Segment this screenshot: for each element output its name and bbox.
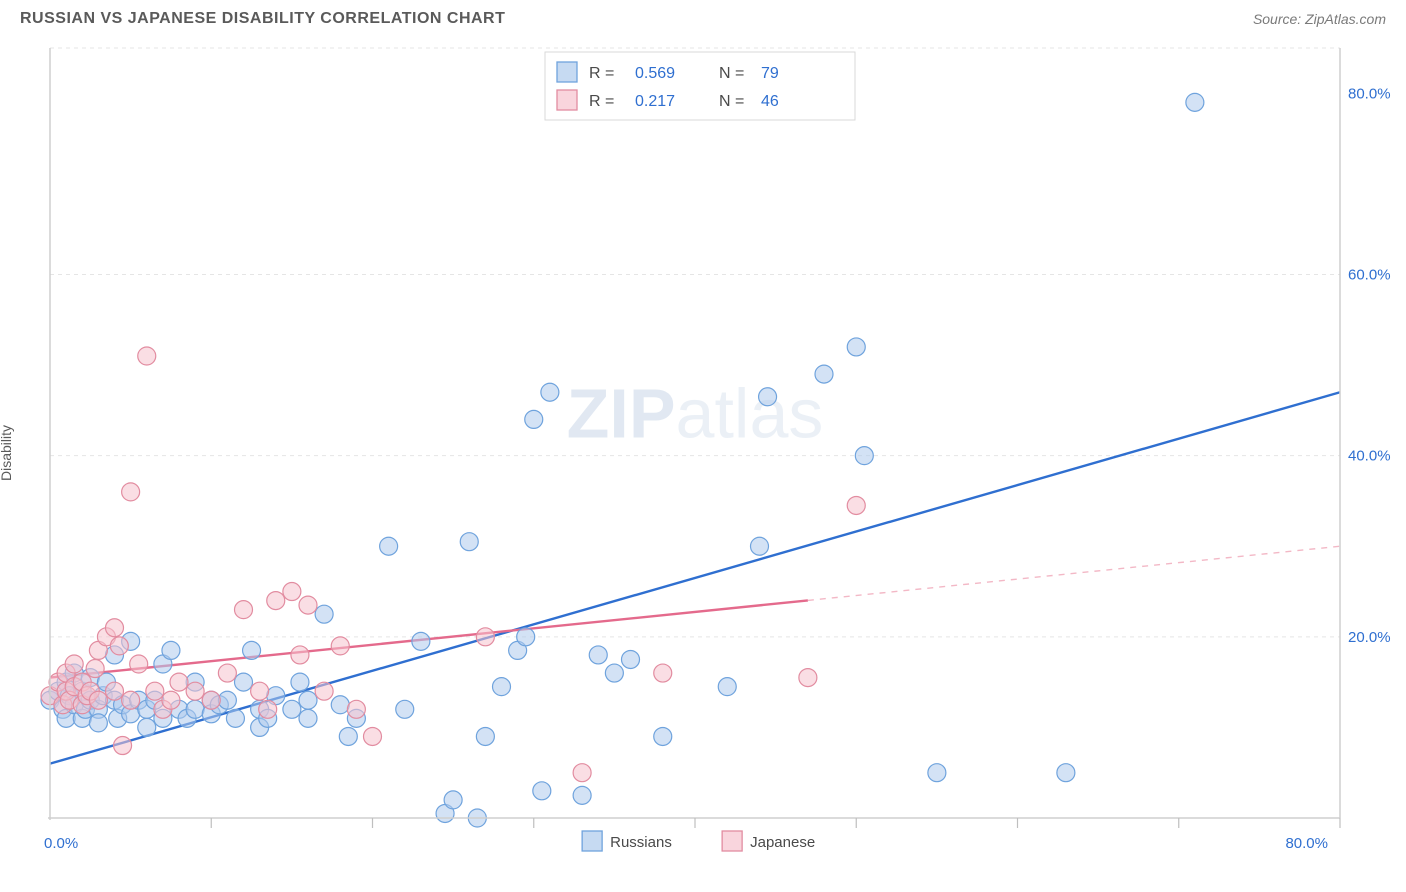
y-axis-label: Disability: [0, 425, 14, 481]
scatter-point-japanese: [654, 664, 672, 682]
scatter-point-russians: [315, 605, 333, 623]
x-end-label: 80.0%: [1285, 835, 1328, 852]
y-tick-label: 80.0%: [1348, 85, 1391, 102]
scatter-point-japanese: [283, 583, 301, 601]
scatter-point-russians: [493, 678, 511, 696]
scatter-point-japanese: [122, 483, 140, 501]
legend-r-value-russians: 0.569: [635, 65, 675, 82]
scatter-point-russians: [541, 383, 559, 401]
scatter-point-russians: [460, 533, 478, 551]
scatter-point-japanese: [476, 628, 494, 646]
scatter-point-japanese: [331, 637, 349, 655]
y-tick-label: 40.0%: [1348, 448, 1391, 465]
scatter-point-russians: [622, 650, 640, 668]
scatter-point-russians: [1186, 93, 1204, 111]
scatter-point-russians: [89, 714, 107, 732]
scatter-point-russians: [517, 628, 535, 646]
scatter-point-russians: [751, 537, 769, 555]
scatter-point-japanese: [202, 691, 220, 709]
scatter-point-russians: [291, 673, 309, 691]
scatter-point-japanese: [122, 691, 140, 709]
scatter-point-japanese: [299, 596, 317, 614]
legend-n-label: N =: [719, 65, 744, 82]
legend-r-label: R =: [589, 65, 614, 82]
scatter-point-japanese: [86, 660, 104, 678]
scatter-point-japanese: [267, 592, 285, 610]
scatter-point-russians: [339, 727, 357, 745]
scatter-point-japanese: [65, 655, 83, 673]
scatter-point-japanese: [170, 673, 188, 691]
trend-line-dashed-japanese: [808, 546, 1340, 600]
legend-swatch-russians: [557, 62, 577, 82]
watermark: ZIPatlas: [567, 375, 824, 453]
legend-r-label: R =: [589, 93, 614, 110]
legend-n-value-russians: 79: [761, 65, 779, 82]
scatter-point-russians: [226, 709, 244, 727]
scatter-point-russians: [396, 700, 414, 718]
scatter-point-russians: [573, 786, 591, 804]
scatter-point-russians: [138, 718, 156, 736]
scatter-point-russians: [855, 447, 873, 465]
scatter-point-japanese: [315, 682, 333, 700]
scatter-point-russians: [815, 365, 833, 383]
legend-r-value-japanese: 0.217: [635, 93, 675, 110]
scatter-point-russians: [380, 537, 398, 555]
legend-swatch-japanese: [557, 90, 577, 110]
scatter-point-japanese: [218, 664, 236, 682]
scatter-point-japanese: [364, 727, 382, 745]
bottom-legend-swatch-japanese: [722, 831, 742, 851]
scatter-point-japanese: [235, 601, 253, 619]
scatter-chart: ZIPatlas 20.0% 40.0% 60.0% 80.0% 0.0% 80.0% R =…: [0, 28, 1406, 878]
bottom-legend-swatch-russians: [582, 831, 602, 851]
scatter-point-japanese: [106, 619, 124, 637]
bottom-legend-label-japanese: Japanese: [750, 834, 815, 851]
scatter-point-japanese: [799, 669, 817, 687]
scatter-point-russians: [412, 632, 430, 650]
source-credit: Source: ZipAtlas.com: [1253, 11, 1386, 27]
scatter-point-japanese: [114, 737, 132, 755]
scatter-point-japanese: [130, 655, 148, 673]
scatter-point-japanese: [251, 682, 269, 700]
y-tick-label: 60.0%: [1348, 266, 1391, 283]
scatter-point-russians: [243, 641, 261, 659]
scatter-point-japanese: [186, 682, 204, 700]
scatter-point-japanese: [847, 496, 865, 514]
scatter-point-japanese: [89, 691, 107, 709]
scatter-point-russians: [525, 410, 543, 428]
scatter-point-japanese: [106, 682, 124, 700]
legend-n-label: N =: [719, 93, 744, 110]
scatter-point-russians: [654, 727, 672, 745]
scatter-point-russians: [718, 678, 736, 696]
scatter-point-russians: [476, 727, 494, 745]
scatter-point-russians: [1057, 764, 1075, 782]
scatter-point-russians: [283, 700, 301, 718]
scatter-point-russians: [218, 691, 236, 709]
scatter-point-russians: [186, 700, 204, 718]
chart-title: RUSSIAN VS JAPANESE DISABILITY CORRELATI…: [20, 10, 505, 28]
scatter-point-japanese: [110, 637, 128, 655]
scatter-point-japanese: [291, 646, 309, 664]
scatter-point-russians: [299, 691, 317, 709]
scatter-point-russians: [847, 338, 865, 356]
scatter-point-russians: [533, 782, 551, 800]
scatter-point-japanese: [138, 347, 156, 365]
scatter-point-russians: [605, 664, 623, 682]
scatter-point-russians: [331, 696, 349, 714]
scatter-point-russians: [444, 791, 462, 809]
scatter-point-russians: [235, 673, 253, 691]
scatter-point-russians: [299, 709, 317, 727]
bottom-legend-label-russians: Russians: [610, 834, 672, 851]
scatter-point-russians: [928, 764, 946, 782]
scatter-point-russians: [759, 388, 777, 406]
scatter-point-russians: [589, 646, 607, 664]
scatter-point-japanese: [347, 700, 365, 718]
x-origin-label: 0.0%: [44, 835, 78, 852]
y-tick-label: 20.0%: [1348, 629, 1391, 646]
scatter-point-japanese: [573, 764, 591, 782]
legend-n-value-japanese: 46: [761, 93, 779, 110]
scatter-point-russians: [162, 641, 180, 659]
scatter-point-japanese: [146, 682, 164, 700]
scatter-point-japanese: [162, 691, 180, 709]
scatter-point-japanese: [259, 700, 277, 718]
